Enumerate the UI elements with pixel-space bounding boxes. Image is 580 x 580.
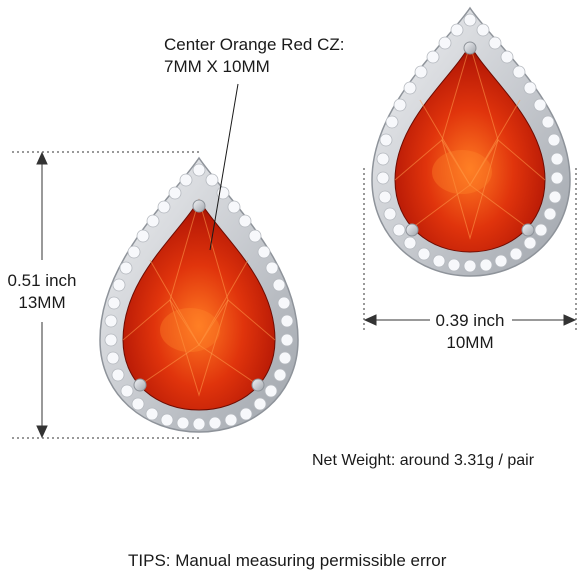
- callout-line-2: 7MM X 10MM: [164, 57, 270, 76]
- net-weight-text: Net Weight: around 3.31g / pair: [312, 452, 535, 469]
- right-halo-stones: [376, 13, 564, 273]
- right-earring: [371, 6, 571, 277]
- left-earring: [99, 156, 299, 433]
- right-center-gem: [394, 43, 546, 253]
- height-dimension-lines: [12, 151, 200, 439]
- callout-line-1: Center Orange Red CZ:: [164, 35, 345, 54]
- callout-pointer-line: [209, 83, 239, 251]
- right-prongs: [405, 41, 535, 237]
- right-gem-facets: [394, 43, 546, 240]
- tips-text: TIPS: Manual measuring permissible error: [128, 551, 447, 570]
- callout-label: Center Orange Red CZ: 7MM X 10MM: [164, 34, 344, 78]
- width-dimension-lines: [363, 168, 577, 332]
- height-mm-text: 13MM: [18, 293, 66, 312]
- height-inch-text: 0.51 inch: [7, 271, 77, 290]
- left-center-gem: [122, 199, 276, 411]
- left-halo-stones: [104, 163, 294, 431]
- width-mm-text: 10MM: [446, 333, 494, 352]
- left-prongs: [133, 199, 265, 392]
- width-inch-text: 0.39 inch: [435, 311, 505, 330]
- left-gem-facets: [122, 198, 276, 397]
- height-label: 0.51 inch 13MM: [2, 270, 82, 314]
- width-label: 0.39 inch 10MM: [422, 310, 518, 354]
